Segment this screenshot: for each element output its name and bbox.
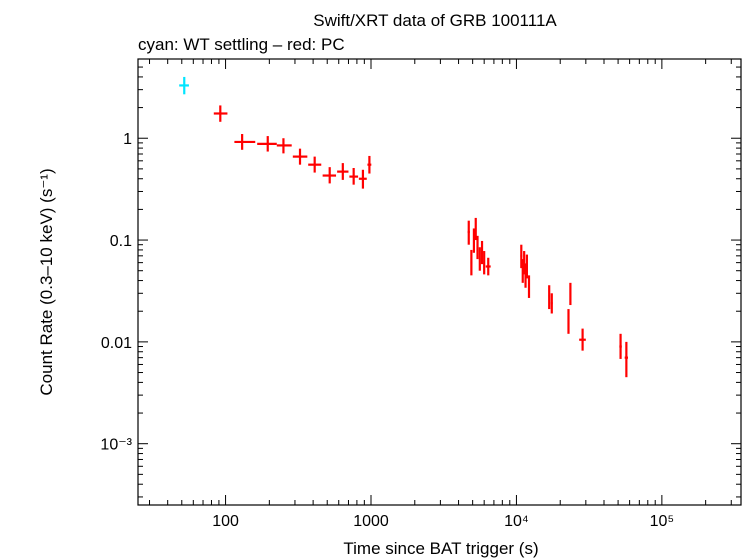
y-tick-label: 1 bbox=[123, 131, 132, 148]
axis-ticks bbox=[138, 58, 741, 505]
data-point bbox=[485, 257, 491, 276]
plot-frame bbox=[137, 58, 742, 506]
series-wt-settling bbox=[179, 76, 189, 95]
data-point bbox=[483, 251, 486, 275]
data-point bbox=[337, 163, 349, 180]
x-tick-label: 10⁵ bbox=[650, 513, 674, 530]
data-point bbox=[579, 328, 586, 351]
data-point bbox=[467, 220, 470, 245]
data-point bbox=[349, 168, 359, 185]
x-axis-label: Time since BAT trigger (s) bbox=[343, 539, 538, 558]
y-tick-label: 10⁻³ bbox=[100, 437, 132, 454]
data-point bbox=[474, 217, 477, 241]
data-point bbox=[520, 244, 523, 269]
data-point bbox=[567, 309, 570, 334]
data-point bbox=[257, 136, 277, 152]
data-point bbox=[213, 105, 228, 122]
y-axis-label: Count Rate (0.3–10 keV) (s⁻¹) bbox=[37, 168, 56, 395]
data-point bbox=[523, 251, 526, 275]
y-tick-label: 0.1 bbox=[110, 233, 132, 250]
x-tick-label: 100 bbox=[212, 513, 239, 530]
data-point bbox=[308, 156, 322, 173]
chart-subtitle: cyan: WT settling – red: PC bbox=[138, 35, 345, 54]
x-tick-label: 1000 bbox=[353, 513, 389, 530]
data-point bbox=[527, 275, 531, 298]
data-point bbox=[525, 254, 528, 279]
x-tick-label: 10⁴ bbox=[504, 513, 529, 530]
data-point bbox=[478, 247, 481, 271]
data-point bbox=[619, 333, 622, 359]
data-point bbox=[480, 240, 484, 265]
data-point bbox=[276, 138, 292, 154]
chart-title: Swift/XRT data of GRB 100111A bbox=[313, 11, 557, 30]
data-point bbox=[179, 76, 189, 95]
data-point bbox=[292, 148, 308, 165]
data-point bbox=[624, 341, 629, 378]
tick-labels: 100 1000 10⁴ 10⁵ 1 0.1 0.01 10⁻³ bbox=[100, 131, 674, 530]
data-point bbox=[367, 155, 372, 174]
data-point bbox=[234, 134, 256, 150]
data-point bbox=[548, 285, 551, 310]
data-points bbox=[179, 76, 629, 378]
series-pc bbox=[213, 105, 629, 378]
data-point bbox=[322, 167, 337, 184]
data-point bbox=[550, 293, 553, 314]
data-point bbox=[358, 169, 367, 189]
data-point bbox=[569, 282, 572, 306]
data-point bbox=[470, 249, 473, 276]
y-tick-label: 0.01 bbox=[101, 335, 132, 352]
data-point bbox=[476, 235, 479, 260]
data-point bbox=[472, 228, 476, 253]
